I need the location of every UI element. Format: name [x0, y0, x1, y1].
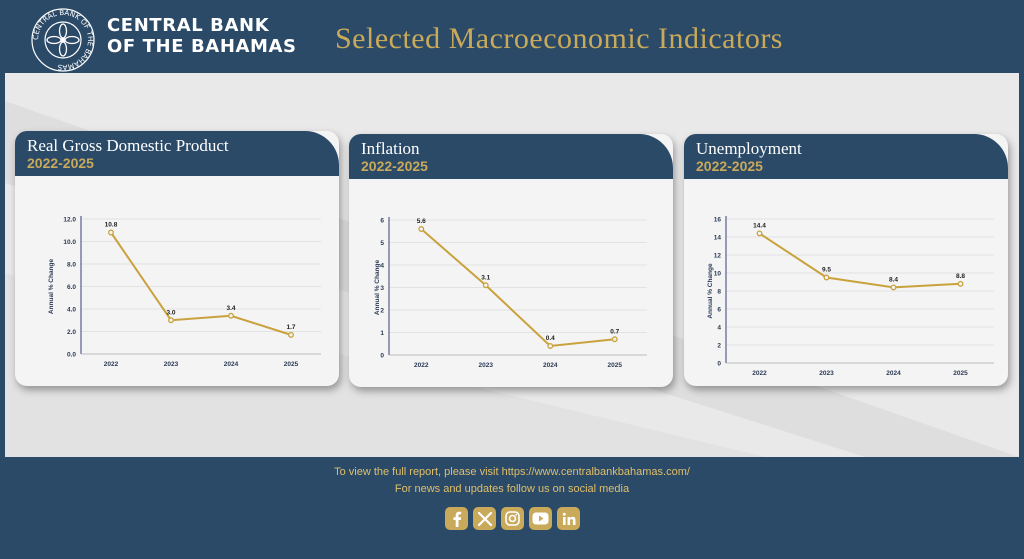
x-tick-label: 2024	[543, 362, 558, 369]
y-tick-label: 2.0	[67, 329, 76, 336]
content-panel: Real Gross Domestic Product 2022-2025 0.…	[5, 73, 1019, 457]
x-tick-label: 2022	[752, 370, 767, 377]
x-tick-label: 2024	[224, 361, 239, 368]
x-tick-label: 2025	[608, 362, 623, 369]
data-point	[288, 331, 294, 338]
gdp-chart: 0.0 2.0 4.0 6.0 8.0 10.0 12.0 Annual % Change 20…	[48, 216, 321, 368]
unemployment-card: Unemployment 2022-2025 0 2 4 6 8 10 12 14 16 Annu…	[684, 134, 1008, 386]
y-tick-label: 4	[717, 325, 721, 332]
y-tick-label: 4	[380, 263, 384, 270]
unemployment-card-header: Unemployment 2022-2025	[684, 134, 1008, 179]
header: CENTRAL BANK OF THE BAHAMAS CENTRAL BANK…	[0, 0, 1024, 73]
y-tick-label: 0.0	[67, 352, 76, 359]
y-tick-label: 14	[714, 235, 722, 242]
data-label: 3.1	[481, 274, 490, 281]
data-point	[756, 230, 763, 237]
y-tick-label: 8.0	[67, 262, 76, 269]
data-label: 14.4	[753, 222, 766, 229]
data-label: 3.4	[226, 305, 235, 312]
footer-social-text: For news and updates follow us on social…	[394, 483, 630, 495]
y-axis-label: Annual % Change	[48, 258, 55, 314]
y-tick-label: 10.0	[63, 239, 76, 246]
inflation-card-header: Inflation 2022-2025	[349, 134, 673, 179]
data-label: 5.6	[417, 218, 426, 225]
y-tick-label: 12.0	[63, 217, 76, 224]
x-tick-label: 2025	[284, 361, 299, 368]
inflation-chart: 0 1 2 3 4 5 6 Annual % Change 2022 2023 2024 2025 5.…	[374, 217, 647, 369]
y-tick-label: 0	[380, 353, 384, 360]
gdp-card-years: 2022-2025	[27, 155, 94, 171]
y-tick-label: 0	[717, 361, 721, 368]
instagram-icon[interactable]	[501, 507, 524, 530]
bank-name-line2: OF THE BAHAMAS	[107, 36, 297, 57]
bank-seal-logo: CENTRAL BANK OF THE BAHAMAS	[31, 8, 95, 72]
y-tick-label: 8	[717, 289, 721, 296]
data-point	[168, 317, 174, 324]
x-tick-label: 2024	[886, 370, 901, 377]
y-tick-label: 6	[380, 218, 384, 225]
inflation-card: Inflation 2022-2025 0 1 2 3 4 5 6 Annual % Chan…	[349, 134, 673, 387]
unemployment-card-title: Unemployment	[696, 139, 802, 158]
data-label: 10.8	[105, 222, 118, 229]
data-point	[823, 274, 830, 281]
data-point	[228, 312, 234, 319]
y-tick-label: 5	[380, 240, 384, 247]
series-line	[420, 228, 615, 348]
data-label: 0.4	[546, 335, 555, 342]
data-label: 3.0	[166, 309, 175, 316]
data-label: 8.8	[956, 273, 965, 280]
y-tick-label: 16	[714, 217, 722, 224]
x-icon[interactable]	[473, 507, 496, 530]
series-line	[758, 232, 961, 289]
y-tick-label: 1	[380, 330, 384, 337]
x-tick-label: 2023	[164, 361, 179, 368]
gdp-card: Real Gross Domestic Product 2022-2025 0.…	[15, 131, 339, 386]
inflation-card-years: 2022-2025	[361, 158, 428, 174]
data-point	[482, 282, 489, 289]
gdp-card-header: Real Gross Domestic Product 2022-2025	[15, 131, 339, 176]
y-tick-label: 10	[714, 271, 722, 278]
unemployment-card-years: 2022-2025	[696, 158, 763, 174]
y-tick-label: 4.0	[67, 307, 76, 314]
y-tick-label: 6	[717, 307, 721, 314]
footer-report-text: To view the full report, please visit ht…	[334, 466, 690, 478]
data-label: 1.7	[286, 324, 295, 331]
facebook-icon[interactable]	[445, 507, 468, 530]
y-tick-label: 6.0	[67, 284, 76, 291]
data-point	[890, 284, 897, 291]
x-tick-label: 2023	[819, 370, 834, 377]
data-point	[957, 280, 964, 287]
data-point	[611, 336, 618, 343]
data-point	[547, 343, 554, 349]
x-tick-label: 2023	[479, 362, 494, 369]
page-title: Selected Macroeconomic Indicators	[335, 22, 783, 55]
data-point	[108, 229, 114, 236]
unemployment-chart: 0 2 4 6 8 10 12 14 16 Annual % Change 2022 2023 2024…	[707, 216, 994, 377]
y-axis-label: Annual % Change	[374, 259, 381, 315]
inflation-card-title: Inflation	[361, 139, 420, 158]
y-tick-label: 2	[717, 343, 721, 350]
y-axis-label: Annual % Change	[707, 263, 714, 319]
x-tick-label: 2025	[953, 370, 968, 377]
data-label: 8.4	[889, 276, 898, 283]
linkedin-icon[interactable]	[557, 507, 580, 530]
bank-name-line1: CENTRAL BANK	[107, 15, 270, 36]
series-line	[110, 231, 292, 336]
gdp-card-title: Real Gross Domestic Product	[27, 136, 229, 155]
y-tick-label: 2	[380, 308, 384, 315]
bank-name: CENTRAL BANK OF THE BAHAMAS	[107, 15, 297, 57]
youtube-icon[interactable]	[529, 507, 552, 530]
social-links	[445, 507, 580, 530]
data-label: 0.7	[610, 328, 619, 335]
x-tick-label: 2022	[104, 361, 119, 368]
y-tick-label: 12	[714, 253, 722, 260]
y-tick-label: 3	[380, 285, 384, 292]
data-label: 9.5	[822, 267, 831, 274]
x-tick-label: 2022	[414, 362, 429, 369]
data-point	[418, 226, 425, 232]
